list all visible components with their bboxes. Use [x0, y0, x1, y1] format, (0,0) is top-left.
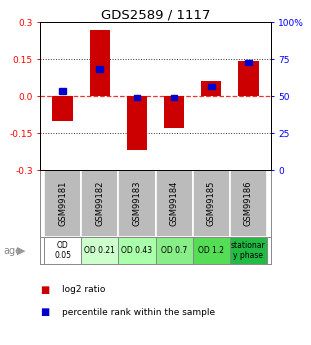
Bar [118, 170, 156, 237]
Text: OD 0.7: OD 0.7 [161, 246, 187, 255]
Text: age: age [3, 246, 21, 256]
Bar [90, 30, 110, 96]
Text: percentile rank within the sample: percentile rank within the sample [62, 308, 215, 317]
Text: ▶: ▶ [17, 246, 26, 256]
Bar [81, 170, 118, 237]
Bar [53, 96, 73, 121]
Bar [193, 237, 230, 264]
Text: GSM99185: GSM99185 [207, 181, 216, 226]
Bar [201, 81, 221, 96]
Bar [230, 170, 267, 237]
Text: GSM99183: GSM99183 [132, 181, 142, 226]
Bar [156, 170, 193, 237]
Text: OD 0.43: OD 0.43 [121, 246, 152, 255]
Bar [81, 237, 118, 264]
Text: log2 ratio: log2 ratio [62, 285, 105, 294]
Bar [156, 237, 193, 264]
Text: OD 0.21: OD 0.21 [84, 246, 115, 255]
Text: stationar
y phase: stationar y phase [231, 241, 266, 260]
Text: ■: ■ [40, 307, 50, 317]
Bar [118, 237, 156, 264]
Text: ■: ■ [40, 285, 50, 295]
Text: GSM99184: GSM99184 [169, 181, 179, 226]
Title: GDS2589 / 1117: GDS2589 / 1117 [101, 8, 210, 21]
Bar [44, 237, 81, 264]
Text: OD 1.2: OD 1.2 [198, 246, 224, 255]
Bar [134, 95, 140, 100]
Bar [164, 96, 184, 128]
Bar [59, 88, 66, 94]
Bar [96, 66, 103, 72]
Bar [230, 237, 267, 264]
Text: GSM99186: GSM99186 [244, 181, 253, 226]
Bar [238, 61, 258, 96]
Text: GSM99181: GSM99181 [58, 181, 67, 226]
Text: OD
0.05: OD 0.05 [54, 241, 71, 260]
Bar [208, 84, 215, 89]
Bar [127, 96, 147, 150]
Text: GSM99182: GSM99182 [95, 181, 104, 226]
Bar [44, 170, 81, 237]
Bar [171, 95, 177, 100]
Bar [245, 60, 252, 65]
Bar [193, 170, 230, 237]
